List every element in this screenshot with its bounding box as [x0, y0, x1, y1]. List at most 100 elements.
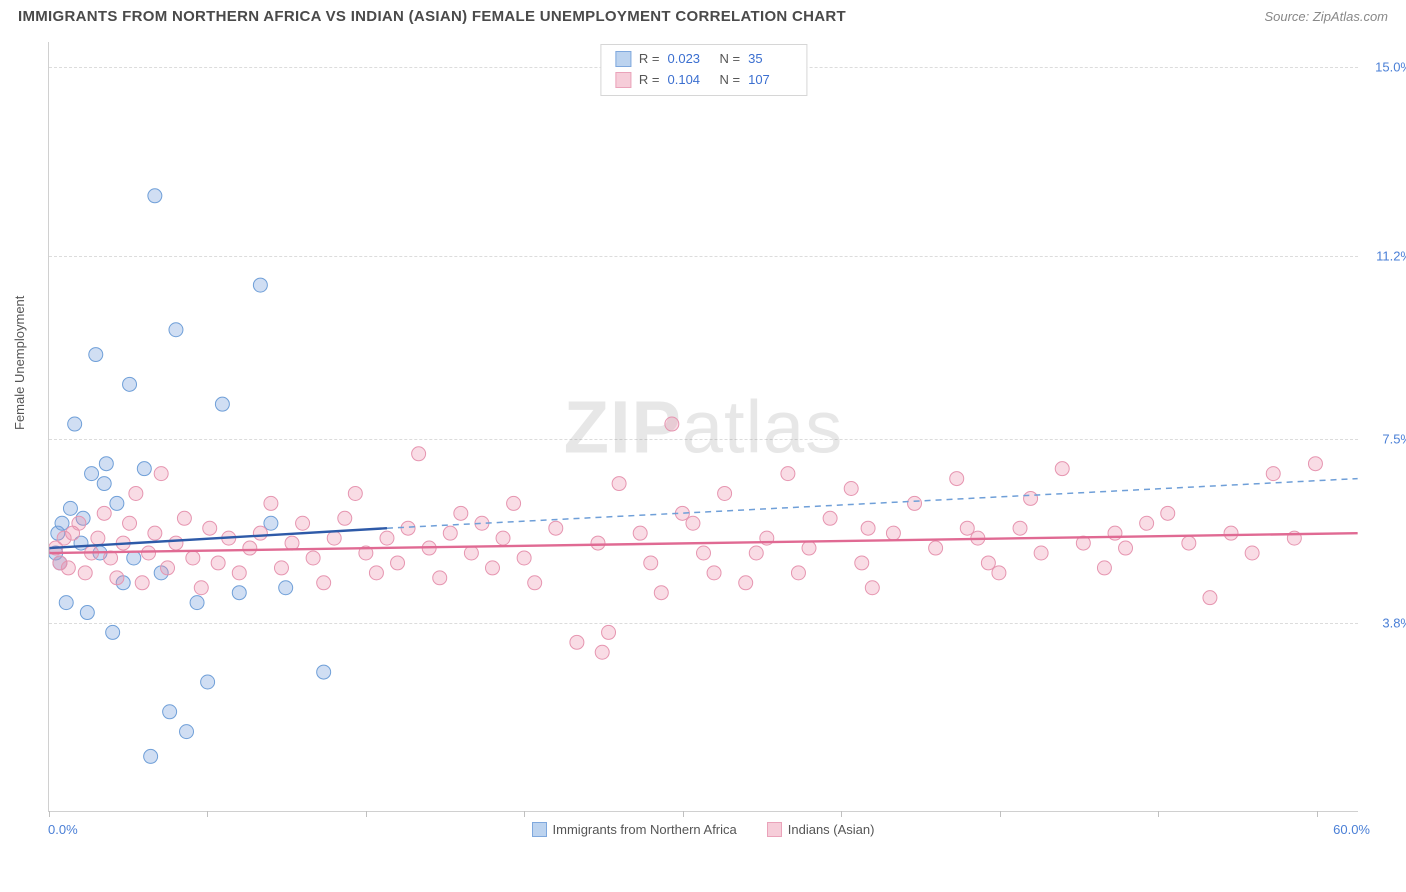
scatter-point — [1161, 506, 1175, 520]
scatter-point — [844, 482, 858, 496]
scatter-point — [602, 625, 616, 639]
scatter-point — [253, 526, 267, 540]
x-tick — [49, 811, 50, 817]
scatter-point — [296, 516, 310, 530]
legend-label-2: Indians (Asian) — [788, 822, 875, 837]
scatter-point — [61, 561, 75, 575]
scatter-point — [264, 516, 278, 530]
swatch-series-1 — [615, 51, 631, 67]
scatter-point — [317, 665, 331, 679]
scatter-point — [142, 546, 156, 560]
scatter-point — [686, 516, 700, 530]
scatter-point — [791, 566, 805, 580]
scatter-point — [232, 586, 246, 600]
scatter-point — [190, 596, 204, 610]
scatter-point — [1055, 462, 1069, 476]
scatter-point — [129, 486, 143, 500]
source-attribution: Source: ZipAtlas.com — [1264, 9, 1388, 24]
scatter-point — [177, 511, 191, 525]
scatter-point — [739, 576, 753, 590]
chart-plot-area: ZIPatlas R = 0.023 N = 35 R = 0.104 N = … — [48, 42, 1358, 812]
scatter-point — [507, 496, 521, 510]
scatter-point — [644, 556, 658, 570]
scatter-point — [1097, 561, 1111, 575]
scatter-point — [211, 556, 225, 570]
x-tick — [683, 811, 684, 817]
scatter-point — [215, 397, 229, 411]
scatter-point — [1024, 491, 1038, 505]
scatter-point — [78, 566, 92, 580]
scatter-point — [1245, 546, 1259, 560]
legend-item-series-1: Immigrants from Northern Africa — [532, 822, 737, 837]
scatter-point — [144, 749, 158, 763]
scatter-point — [1266, 467, 1280, 481]
scatter-point — [110, 496, 124, 510]
scatter-point — [1224, 526, 1238, 540]
legend-row-series-2: R = 0.104 N = 107 — [615, 70, 792, 91]
scatter-point — [570, 635, 584, 649]
r-value-2: 0.104 — [668, 70, 712, 91]
y-tick-label: 3.8% — [1382, 616, 1406, 631]
scatter-point — [380, 531, 394, 545]
scatter-point — [186, 551, 200, 565]
n-value-1: 35 — [748, 49, 792, 70]
scatter-point — [612, 477, 626, 491]
y-tick-label: 7.5% — [1382, 432, 1406, 447]
scatter-point — [697, 546, 711, 560]
scatter-point — [665, 417, 679, 431]
scatter-point — [855, 556, 869, 570]
scatter-point — [135, 576, 149, 590]
scatter-point — [338, 511, 352, 525]
n-label-2: N = — [720, 70, 741, 91]
scatter-point — [97, 477, 111, 491]
scatter-point — [148, 189, 162, 203]
y-tick-label: 15.0% — [1375, 59, 1406, 74]
scatter-point — [433, 571, 447, 585]
scatter-point — [485, 561, 499, 575]
scatter-point — [886, 526, 900, 540]
scatter-point — [169, 536, 183, 550]
correlation-legend: R = 0.023 N = 35 R = 0.104 N = 107 — [600, 44, 807, 96]
legend-swatch-2 — [767, 822, 782, 837]
scatter-point — [1034, 546, 1048, 560]
scatter-point — [154, 467, 168, 481]
scatter-point — [201, 675, 215, 689]
x-tick — [1317, 811, 1318, 817]
swatch-series-2 — [615, 72, 631, 88]
scatter-point — [823, 511, 837, 525]
scatter-point — [1203, 591, 1217, 605]
scatter-point — [1013, 521, 1027, 535]
scatter-point — [63, 501, 77, 515]
scatter-point — [279, 581, 293, 595]
scatter-point — [327, 531, 341, 545]
title-bar: IMMIGRANTS FROM NORTHERN AFRICA VS INDIA… — [0, 0, 1406, 29]
r-label-1: R = — [639, 49, 660, 70]
scatter-point — [654, 586, 668, 600]
y-tick-label: 11.2% — [1376, 248, 1406, 263]
y-axis-label: Female Unemployment — [12, 296, 27, 430]
scatter-point — [1119, 541, 1133, 555]
legend-row-series-1: R = 0.023 N = 35 — [615, 49, 792, 70]
scatter-point — [369, 566, 383, 580]
scatter-point — [285, 536, 299, 550]
n-label-1: N = — [720, 49, 741, 70]
scatter-point — [123, 377, 137, 391]
r-label-2: R = — [639, 70, 660, 91]
scatter-point — [72, 516, 86, 530]
x-axis-area: 0.0% 60.0% Immigrants from Northern Afri… — [48, 822, 1358, 852]
scatter-point — [707, 566, 721, 580]
scatter-point — [99, 457, 113, 471]
scatter-point — [517, 551, 531, 565]
scatter-point — [264, 496, 278, 510]
scatter-point — [91, 531, 105, 545]
scatter-point — [1182, 536, 1196, 550]
scatter-point — [274, 561, 288, 575]
scatter-point — [137, 462, 151, 476]
scatter-point — [633, 526, 647, 540]
scatter-point — [180, 725, 194, 739]
scatter-point — [169, 323, 183, 337]
n-value-2: 107 — [748, 70, 792, 91]
scatter-point — [861, 521, 875, 535]
scatter-point — [595, 645, 609, 659]
x-tick — [366, 811, 367, 817]
